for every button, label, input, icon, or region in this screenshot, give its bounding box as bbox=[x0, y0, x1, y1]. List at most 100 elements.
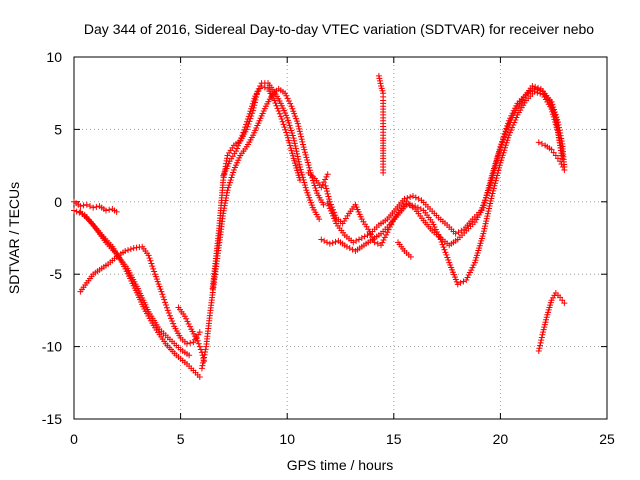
data-point bbox=[364, 232, 371, 239]
data-point bbox=[146, 255, 153, 262]
x-tick-labels: 0 5 10 15 20 25 bbox=[70, 431, 615, 447]
data-point bbox=[417, 206, 424, 213]
series-arc-p bbox=[535, 139, 568, 173]
x-tick-label: 20 bbox=[493, 431, 509, 447]
data-point bbox=[271, 97, 278, 104]
data-point bbox=[76, 209, 83, 216]
data-point bbox=[283, 129, 290, 136]
axis-ticks bbox=[73, 56, 608, 420]
y-tick-label: -15 bbox=[42, 411, 62, 427]
data-point bbox=[237, 137, 244, 144]
data-point bbox=[318, 184, 325, 191]
data-point bbox=[162, 302, 169, 309]
data-point bbox=[535, 347, 542, 354]
data-point bbox=[242, 124, 249, 131]
data-point bbox=[365, 226, 372, 233]
data-point bbox=[202, 346, 209, 353]
data-point bbox=[479, 204, 486, 211]
data-point bbox=[258, 82, 265, 89]
data-point bbox=[415, 195, 422, 202]
data-point bbox=[369, 234, 376, 241]
data-point bbox=[316, 216, 323, 223]
data-point bbox=[445, 257, 452, 264]
data-point bbox=[261, 84, 268, 91]
data-point bbox=[282, 126, 289, 133]
data-point bbox=[482, 223, 489, 230]
data-point bbox=[288, 127, 295, 134]
data-point bbox=[225, 184, 232, 191]
data-point bbox=[292, 142, 299, 149]
data-point bbox=[295, 158, 302, 165]
data-point bbox=[327, 207, 334, 214]
data-point bbox=[481, 225, 488, 232]
data-point bbox=[227, 177, 234, 184]
data-point bbox=[238, 134, 245, 141]
series-arc-n bbox=[375, 72, 387, 176]
data-point bbox=[487, 200, 494, 207]
data-point bbox=[311, 182, 318, 189]
data-point bbox=[304, 159, 311, 166]
data-point bbox=[294, 150, 301, 157]
data-point bbox=[164, 307, 171, 314]
data-point bbox=[389, 218, 396, 225]
data-point bbox=[442, 249, 449, 256]
data-point bbox=[480, 228, 487, 235]
data-point bbox=[145, 252, 152, 259]
data-point bbox=[243, 118, 250, 125]
data-point bbox=[331, 215, 338, 222]
data-point bbox=[557, 158, 564, 165]
data-point bbox=[508, 127, 515, 134]
data-point bbox=[321, 237, 328, 244]
data-point bbox=[125, 247, 132, 254]
data-point bbox=[201, 351, 208, 358]
data-point bbox=[535, 84, 542, 91]
data-point bbox=[298, 136, 305, 143]
data-point bbox=[186, 323, 193, 330]
data-point bbox=[195, 340, 202, 347]
data-point bbox=[272, 100, 279, 107]
data-point bbox=[295, 123, 302, 130]
data-point bbox=[279, 118, 286, 125]
series-arc-m bbox=[395, 239, 414, 260]
data-point bbox=[77, 203, 84, 210]
data-point bbox=[500, 136, 507, 143]
data-point bbox=[83, 201, 90, 208]
data-point bbox=[379, 239, 386, 246]
data-point bbox=[301, 146, 308, 153]
data-point bbox=[320, 201, 327, 208]
data-point bbox=[496, 147, 503, 154]
y-tick-label: 5 bbox=[54, 121, 62, 137]
data-point bbox=[286, 139, 293, 146]
data-point bbox=[187, 339, 194, 346]
data-point bbox=[302, 151, 309, 158]
data-point bbox=[490, 185, 497, 192]
data-point bbox=[322, 182, 329, 189]
data-point bbox=[296, 161, 303, 168]
data-point bbox=[248, 105, 255, 112]
data-point bbox=[183, 315, 190, 322]
data-point bbox=[561, 300, 568, 307]
data-point bbox=[380, 169, 387, 176]
data-point bbox=[343, 243, 350, 250]
data-point bbox=[228, 174, 235, 181]
data-point bbox=[375, 72, 382, 79]
data-point bbox=[251, 95, 258, 102]
data-point bbox=[284, 134, 291, 141]
data-point bbox=[224, 187, 231, 194]
data-point bbox=[361, 233, 368, 240]
data-point bbox=[457, 279, 464, 286]
data-point bbox=[306, 167, 313, 174]
data-point bbox=[284, 114, 291, 121]
data-point bbox=[302, 184, 309, 191]
data-point bbox=[297, 166, 304, 173]
data-point bbox=[536, 345, 543, 352]
data-point bbox=[150, 265, 157, 272]
data-point bbox=[491, 182, 498, 189]
data-point bbox=[561, 166, 568, 173]
data-point bbox=[159, 291, 166, 298]
data-point bbox=[460, 278, 467, 285]
data-point bbox=[158, 288, 165, 295]
data-point bbox=[536, 342, 543, 349]
data-point bbox=[284, 132, 291, 139]
